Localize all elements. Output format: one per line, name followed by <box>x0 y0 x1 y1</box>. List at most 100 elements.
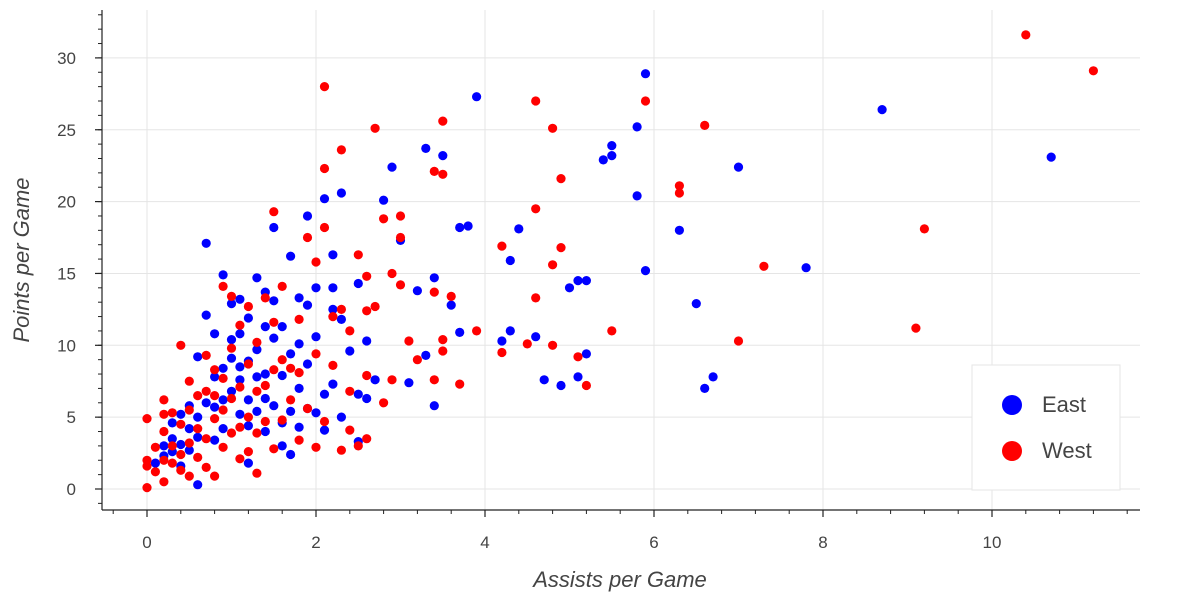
data-point-east <box>581 349 592 359</box>
data-point-west <box>218 373 228 383</box>
data-point-east <box>319 389 330 399</box>
data-point-west <box>167 408 177 418</box>
data-point-west <box>176 419 186 429</box>
data-point-east <box>269 222 279 233</box>
data-point-east <box>150 458 160 468</box>
data-point-east <box>328 250 338 260</box>
data-point-west <box>252 428 262 438</box>
data-point-east <box>319 425 330 435</box>
data-point-west <box>269 444 279 454</box>
data-point-east <box>294 293 304 303</box>
data-point-east <box>294 383 304 393</box>
data-point-west <box>184 471 194 481</box>
data-point-east <box>269 296 279 306</box>
data-point-east <box>387 162 397 172</box>
data-point-east <box>218 424 228 434</box>
data-point-west <box>269 207 279 217</box>
data-point-east <box>353 278 363 289</box>
y-tick-label: 20 <box>57 193 76 212</box>
data-point-west <box>379 214 389 224</box>
data-point-west <box>581 380 592 391</box>
data-point-west <box>429 166 439 176</box>
data-point-west <box>167 441 177 451</box>
data-point-west <box>176 465 186 475</box>
data-point-west <box>395 280 406 290</box>
data-point-west <box>345 425 355 435</box>
x-tick-label: 0 <box>142 533 151 552</box>
axes: 0 2 4 6 8 10 0 5 10 15 20 25 30 <box>57 10 1140 552</box>
data-point-east <box>260 322 270 332</box>
data-point-west <box>556 243 566 253</box>
legend-east-label: East <box>1042 392 1086 417</box>
data-point-west <box>353 441 363 451</box>
data-point-west <box>294 368 304 378</box>
data-point-west <box>294 435 304 445</box>
data-point-west <box>429 375 439 385</box>
data-point-east <box>319 194 330 204</box>
data-point-east <box>243 395 253 405</box>
data-point-east <box>311 332 321 342</box>
data-point-west <box>531 204 541 214</box>
data-point-east <box>226 386 237 396</box>
data-point-east <box>201 398 211 408</box>
data-point-west <box>319 163 330 174</box>
data-point-west <box>226 343 237 353</box>
data-point-east <box>218 395 228 405</box>
data-point-west <box>235 454 245 464</box>
data-point-west <box>218 442 228 452</box>
data-point-west <box>159 455 169 465</box>
data-point-west <box>370 301 380 312</box>
data-point-east <box>159 441 169 451</box>
data-point-west <box>184 438 194 448</box>
data-point-west <box>159 477 169 487</box>
data-point-west <box>311 442 321 452</box>
data-point-east <box>226 335 237 345</box>
data-point-west <box>243 447 253 457</box>
data-point-west <box>252 468 262 478</box>
data-point-east <box>235 362 245 372</box>
data-point-west <box>243 301 253 312</box>
data-point-east <box>252 345 262 355</box>
data-point-west <box>210 414 220 424</box>
data-point-west <box>387 375 397 385</box>
data-point-east <box>235 375 245 385</box>
y-tick-label: 0 <box>67 480 76 499</box>
data-point-west <box>277 415 287 425</box>
data-point-west <box>201 386 211 396</box>
data-point-west <box>243 359 253 369</box>
data-point-west <box>911 323 921 333</box>
data-point-east <box>193 412 203 422</box>
data-point-east <box>370 375 380 385</box>
data-point-east <box>505 326 515 336</box>
data-point-west <box>497 241 507 251</box>
data-point-east <box>218 270 228 280</box>
data-point-west <box>210 471 220 481</box>
data-point-east <box>463 221 473 231</box>
y-axis-title: Points per Game <box>9 177 34 342</box>
data-point-west <box>218 281 228 291</box>
data-point-west <box>193 391 203 401</box>
data-point-east <box>302 211 313 221</box>
data-point-west <box>438 116 448 126</box>
data-point-east <box>210 329 220 339</box>
data-point-east <box>505 255 515 266</box>
data-point-east <box>531 332 541 342</box>
data-point-east <box>362 393 372 404</box>
data-point-west <box>269 365 279 375</box>
data-point-east <box>235 329 245 339</box>
data-point-west <box>336 145 346 155</box>
x-tick-label: 10 <box>983 533 1002 552</box>
data-point-east <box>269 401 279 411</box>
data-point-east <box>328 304 338 314</box>
data-points <box>142 30 1098 493</box>
data-point-east <box>556 380 566 391</box>
data-point-east <box>1046 152 1056 162</box>
data-point-east <box>497 336 507 346</box>
data-point-east <box>302 300 313 310</box>
data-point-west <box>674 188 685 198</box>
legend-west-label: West <box>1042 438 1092 463</box>
data-point-east <box>201 310 211 320</box>
data-point-east <box>286 406 296 416</box>
data-point-west <box>319 416 330 427</box>
data-point-west <box>142 455 152 465</box>
